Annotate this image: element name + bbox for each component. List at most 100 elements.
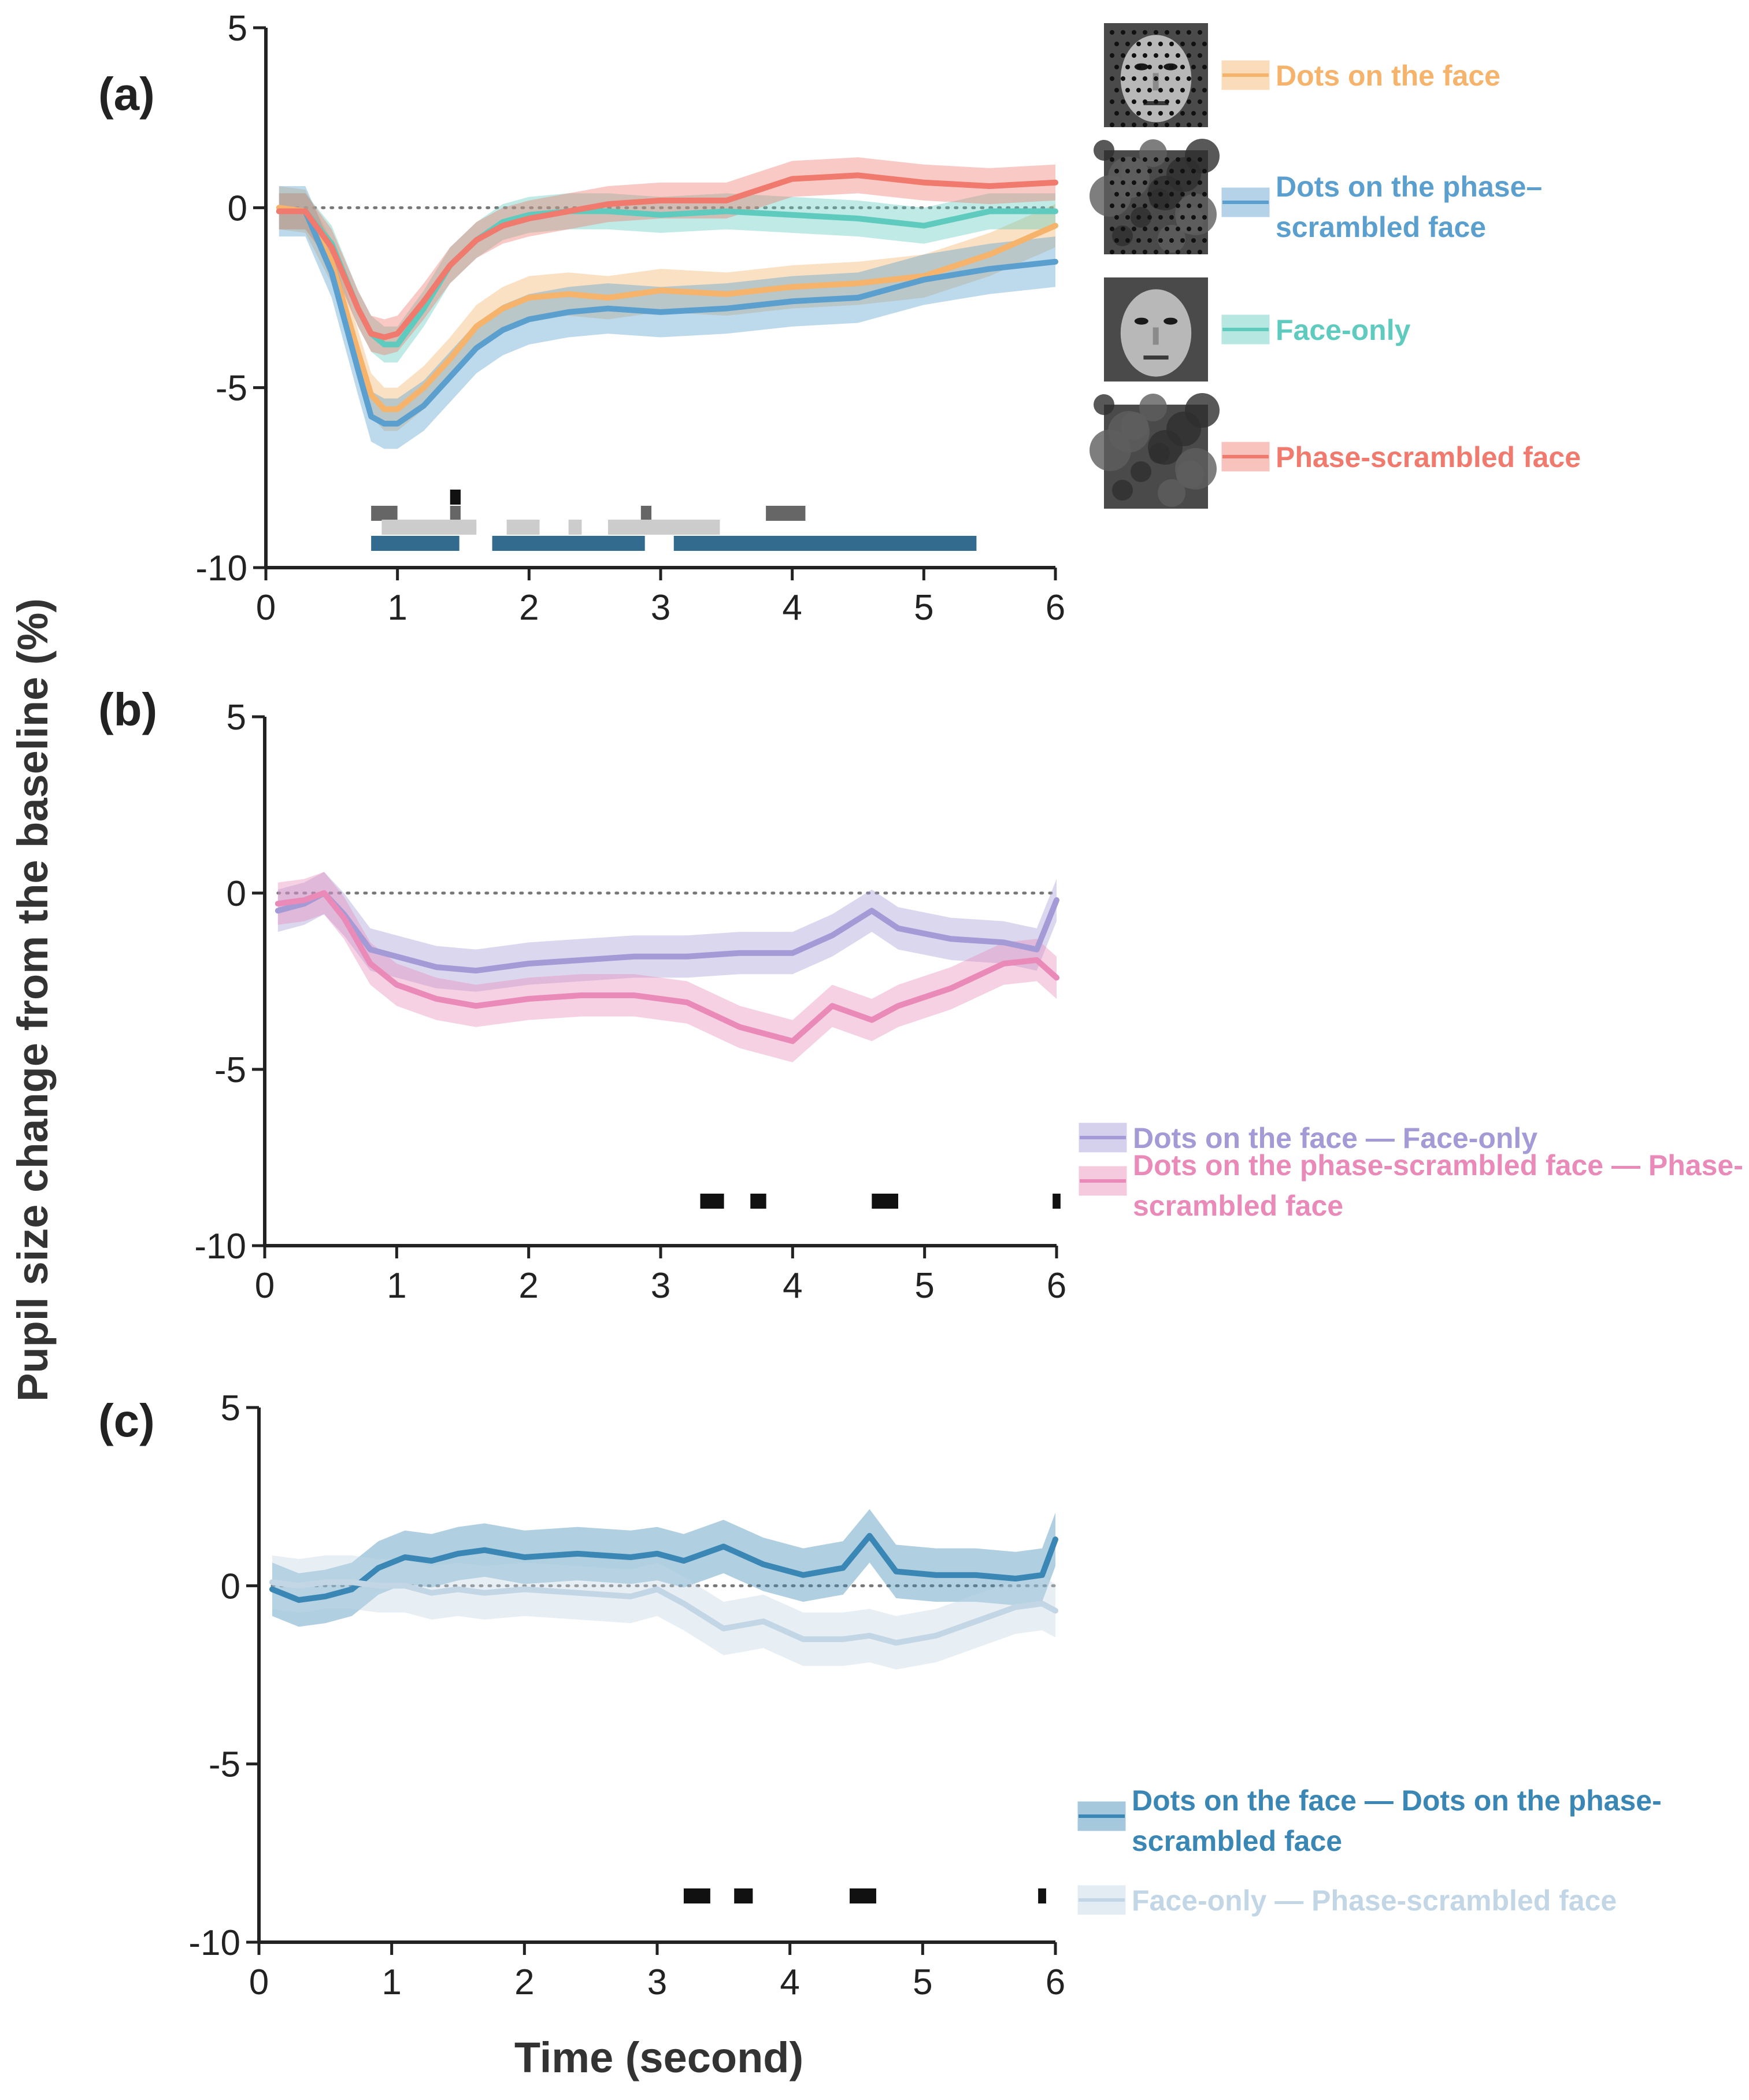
dot bbox=[1136, 215, 1141, 220]
dot bbox=[1136, 238, 1141, 243]
dot bbox=[1202, 88, 1207, 92]
significance-bar bbox=[683, 1888, 710, 1903]
y-tick-label: -10 bbox=[195, 549, 247, 588]
y-tick-label: 5 bbox=[221, 1388, 240, 1428]
mouth bbox=[1143, 355, 1169, 360]
dot bbox=[1198, 76, 1202, 81]
dot bbox=[1143, 180, 1147, 185]
significance-bar bbox=[450, 506, 461, 521]
dot bbox=[1143, 227, 1147, 231]
dot bbox=[1143, 203, 1147, 208]
y-tick-label: 5 bbox=[227, 698, 246, 738]
significance-bar bbox=[506, 520, 540, 535]
dot bbox=[1198, 53, 1202, 58]
panel-label: (a) bbox=[98, 68, 155, 120]
dot bbox=[1198, 203, 1202, 208]
dot bbox=[1147, 65, 1152, 69]
dot bbox=[1125, 238, 1130, 243]
dot bbox=[1158, 238, 1163, 243]
dot bbox=[1125, 65, 1130, 69]
significance-bar bbox=[750, 1194, 766, 1209]
dot bbox=[1202, 65, 1207, 69]
dot bbox=[1110, 203, 1114, 208]
significance-bar bbox=[371, 536, 460, 551]
dot bbox=[1180, 42, 1185, 46]
legend-label: Dots on the face — Dots on the phase- bbox=[1132, 1784, 1662, 1817]
dot bbox=[1132, 30, 1136, 35]
series-line-4 bbox=[276, 172, 1058, 340]
error-band-series-1 bbox=[272, 1509, 1055, 1627]
error-band-series-2 bbox=[279, 186, 1056, 449]
dot bbox=[1176, 227, 1180, 231]
dot bbox=[1176, 53, 1180, 58]
dot bbox=[1169, 169, 1174, 173]
dot bbox=[1110, 99, 1114, 104]
dot bbox=[1187, 123, 1191, 127]
y-tick-label: -10 bbox=[194, 1227, 246, 1266]
dot bbox=[1114, 215, 1119, 220]
dot bbox=[1158, 65, 1163, 69]
dot bbox=[1191, 65, 1196, 69]
legend-label: scrambled face bbox=[1276, 211, 1486, 243]
dot bbox=[1169, 88, 1174, 92]
dot bbox=[1169, 111, 1174, 116]
dot bbox=[1136, 192, 1141, 197]
dot bbox=[1147, 42, 1152, 46]
dot bbox=[1143, 157, 1147, 162]
dot bbox=[1121, 180, 1125, 185]
significance-bar bbox=[371, 506, 398, 521]
y-tick-label: 0 bbox=[221, 1566, 240, 1606]
dot bbox=[1114, 88, 1119, 92]
dot bbox=[1143, 123, 1147, 127]
dot bbox=[1121, 227, 1125, 231]
dot bbox=[1136, 169, 1141, 173]
x-tick-label: 3 bbox=[647, 1962, 667, 2002]
dot bbox=[1176, 157, 1180, 162]
significance-bar bbox=[850, 1888, 876, 1903]
dot bbox=[1114, 65, 1119, 69]
dot bbox=[1165, 250, 1169, 254]
dot bbox=[1110, 123, 1114, 127]
dot bbox=[1176, 123, 1180, 127]
dot bbox=[1202, 215, 1207, 220]
scramble-blob bbox=[1094, 140, 1114, 161]
panel-label: (b) bbox=[98, 684, 157, 735]
dot bbox=[1136, 42, 1141, 46]
dot bbox=[1154, 250, 1158, 254]
dot bbox=[1110, 227, 1114, 231]
dot bbox=[1154, 76, 1158, 81]
thumbnail-face bbox=[1104, 277, 1208, 382]
x-tick-label: 2 bbox=[514, 1962, 534, 2002]
significance-bar bbox=[568, 520, 582, 535]
scramble-blob bbox=[1139, 394, 1167, 421]
x-tick-label: 2 bbox=[519, 588, 539, 628]
dot bbox=[1198, 30, 1202, 35]
dot bbox=[1132, 157, 1136, 162]
x-tick-label: 1 bbox=[387, 588, 407, 628]
dot bbox=[1132, 227, 1136, 231]
dot bbox=[1114, 169, 1119, 173]
dot bbox=[1154, 99, 1158, 104]
x-tick-label: 3 bbox=[651, 1266, 670, 1306]
dot bbox=[1191, 192, 1196, 197]
x-tick-label: 5 bbox=[914, 588, 933, 628]
dot bbox=[1136, 111, 1141, 116]
dot bbox=[1165, 123, 1169, 127]
dot bbox=[1165, 76, 1169, 81]
scramble-blob bbox=[1176, 461, 1204, 488]
x-tick-label: 1 bbox=[381, 1962, 401, 2002]
y-tick-label: -5 bbox=[216, 369, 247, 409]
dot bbox=[1165, 203, 1169, 208]
dot bbox=[1187, 76, 1191, 81]
dot bbox=[1114, 238, 1119, 243]
dot bbox=[1169, 215, 1174, 220]
dot bbox=[1121, 157, 1125, 162]
dot bbox=[1176, 99, 1180, 104]
x-tick-label: 6 bbox=[1046, 1962, 1065, 2002]
dot bbox=[1198, 123, 1202, 127]
x-tick-label: 4 bbox=[780, 1962, 799, 2002]
dot bbox=[1110, 30, 1114, 35]
x-tick-label: 0 bbox=[256, 588, 276, 628]
